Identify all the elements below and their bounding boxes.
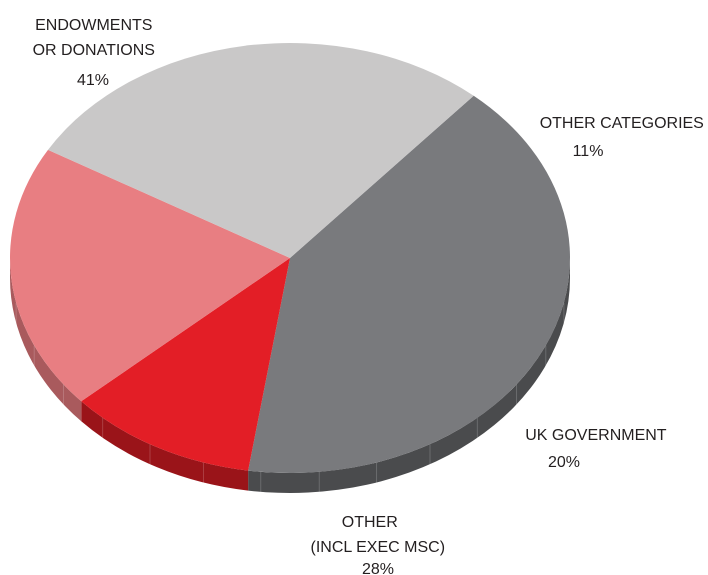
label-other-exec-percent: 28% xyxy=(362,561,394,575)
label-endowments: ENDOWMENTS OR DONATIONS 41% xyxy=(33,17,160,89)
label-other-exec-line1: OTHER xyxy=(342,514,398,531)
pie-slice-1 xyxy=(81,258,290,471)
pie-side-1-0 xyxy=(81,401,249,491)
pie-slice-3 xyxy=(48,43,474,258)
label-endowments-line2: OR DONATIONS xyxy=(33,42,155,59)
pie-side-2-0 xyxy=(10,258,82,422)
pie-slice-2 xyxy=(10,149,291,402)
label-uk-government-line1: UK GOVERNMENT xyxy=(525,427,667,444)
pie-3d-sides xyxy=(10,258,570,493)
label-endowments-percent: 41% xyxy=(77,72,109,89)
label-other-categories-line1: OTHER CATEGORIES xyxy=(540,115,704,132)
label-other-categories-percent: 11% xyxy=(573,143,604,160)
pie-slice-0 xyxy=(248,95,570,474)
label-uk-government-percent: 20% xyxy=(548,454,580,471)
label-endowments-line1: ENDOWMENTS xyxy=(35,17,152,34)
pie-slices xyxy=(10,43,570,474)
label-uk-government: UK GOVERNMENT 20% xyxy=(525,427,671,471)
label-other-categories: OTHER CATEGORIES 11% xyxy=(540,115,708,160)
label-other-exec-line2: (INCL EXEC MSC) xyxy=(311,539,446,556)
label-other-exec: OTHER (INCL EXEC MSC) 28% xyxy=(311,514,450,575)
